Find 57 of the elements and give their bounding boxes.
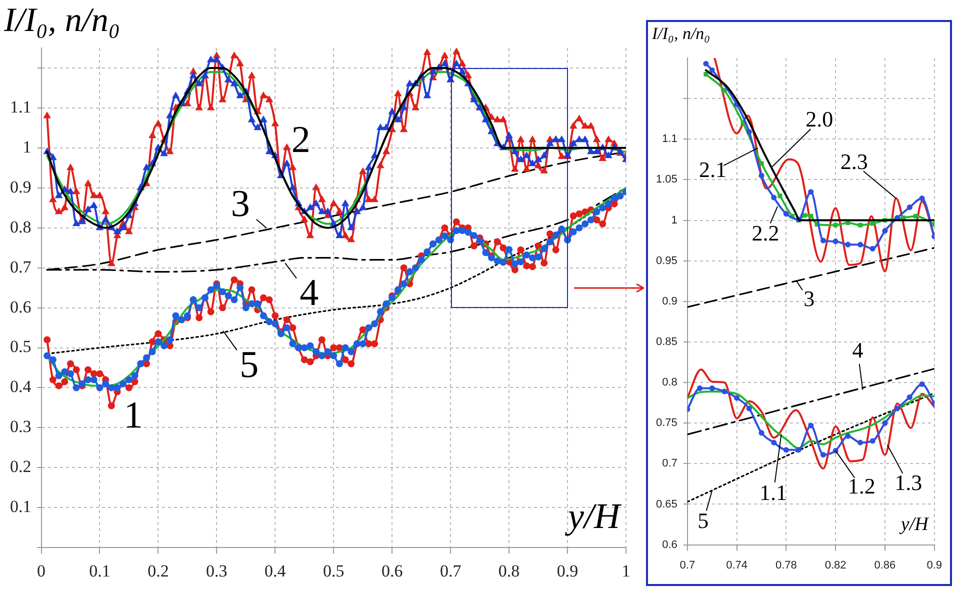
- y-tick-label: 1: [22, 137, 32, 156]
- annotation: 2: [291, 118, 310, 161]
- x-tick-label: 0.7: [440, 561, 462, 580]
- y-tick-label: 0.5: [10, 337, 32, 356]
- y-tick-label: 0.4: [10, 377, 32, 396]
- y-tick-label: 0.8: [662, 376, 678, 389]
- annotation: 2.0: [806, 106, 834, 132]
- y-tick-label: 0.6: [662, 538, 678, 551]
- x-tick-label: 0.7: [680, 559, 696, 572]
- y-tick-label: 0.9: [10, 177, 32, 196]
- x-tick-label: 1: [622, 561, 630, 580]
- y-axis-title: I/I₀, n/n₀: [652, 24, 710, 44]
- annotation: 4: [300, 272, 319, 314]
- x-tick-label: 0.9: [556, 561, 578, 580]
- y-tick-label: 1.1: [10, 97, 32, 116]
- annotation: 3: [230, 182, 250, 225]
- y-tick-label: 0.9: [662, 295, 678, 308]
- y-tick-label: 0.7: [10, 257, 32, 276]
- x-axis-title: y/H: [900, 514, 928, 536]
- x-tick-label: 0.8: [498, 561, 520, 580]
- x-tick-label: 0.3: [206, 561, 228, 580]
- y-tick-label: 0.7: [662, 458, 678, 470]
- y-tick-label: 1: [671, 214, 678, 226]
- annotation: 5: [698, 508, 709, 534]
- x-tick-label: 0.6: [381, 561, 403, 580]
- x-tick-label: 0.82: [824, 559, 846, 572]
- annotation: 3: [804, 286, 815, 312]
- x-tick-label: 0.2: [148, 561, 169, 580]
- y-tick-label: 0.95: [656, 254, 678, 267]
- annotation: 1.2: [848, 473, 876, 498]
- annotation: 1: [124, 394, 143, 437]
- annotation: 4: [852, 338, 864, 363]
- y-tick-label: 0.3: [10, 417, 32, 436]
- x-tick-label: 0.4: [264, 561, 286, 580]
- y-tick-label: 0.1: [10, 497, 32, 516]
- annotation: 2.3: [840, 149, 868, 174]
- x-tick-label: 0.1: [89, 561, 110, 580]
- annotation: 1.1: [760, 480, 787, 506]
- annotation: 1.3: [894, 470, 922, 495]
- x-tick-label: 0.9: [926, 559, 942, 572]
- y-tick-label: 0.75: [656, 417, 678, 430]
- x-tick-label: 0: [37, 561, 46, 580]
- x-tick-label: 0.78: [775, 559, 797, 572]
- y-tick-label: 0.2: [10, 457, 32, 476]
- y-tick-label: 0.8: [10, 217, 32, 236]
- x-tick-label: 0.74: [726, 559, 748, 572]
- x-tick-label: 0.86: [874, 559, 896, 572]
- x-tick-label: 0.5: [323, 561, 344, 580]
- y-axis-title: I/I₀, n/n₀: [4, 2, 120, 40]
- y-tick-label: 0.85: [656, 336, 678, 348]
- annotation: 2.1: [699, 156, 727, 182]
- y-tick-label: 0.6: [10, 297, 32, 316]
- annotation: 2.2: [752, 220, 780, 246]
- y-tick-label: 0.65: [656, 498, 678, 510]
- y-tick-label: 1.05: [656, 174, 678, 186]
- annotation: 5: [240, 344, 259, 386]
- y-tick-label: 1.1: [662, 133, 678, 146]
